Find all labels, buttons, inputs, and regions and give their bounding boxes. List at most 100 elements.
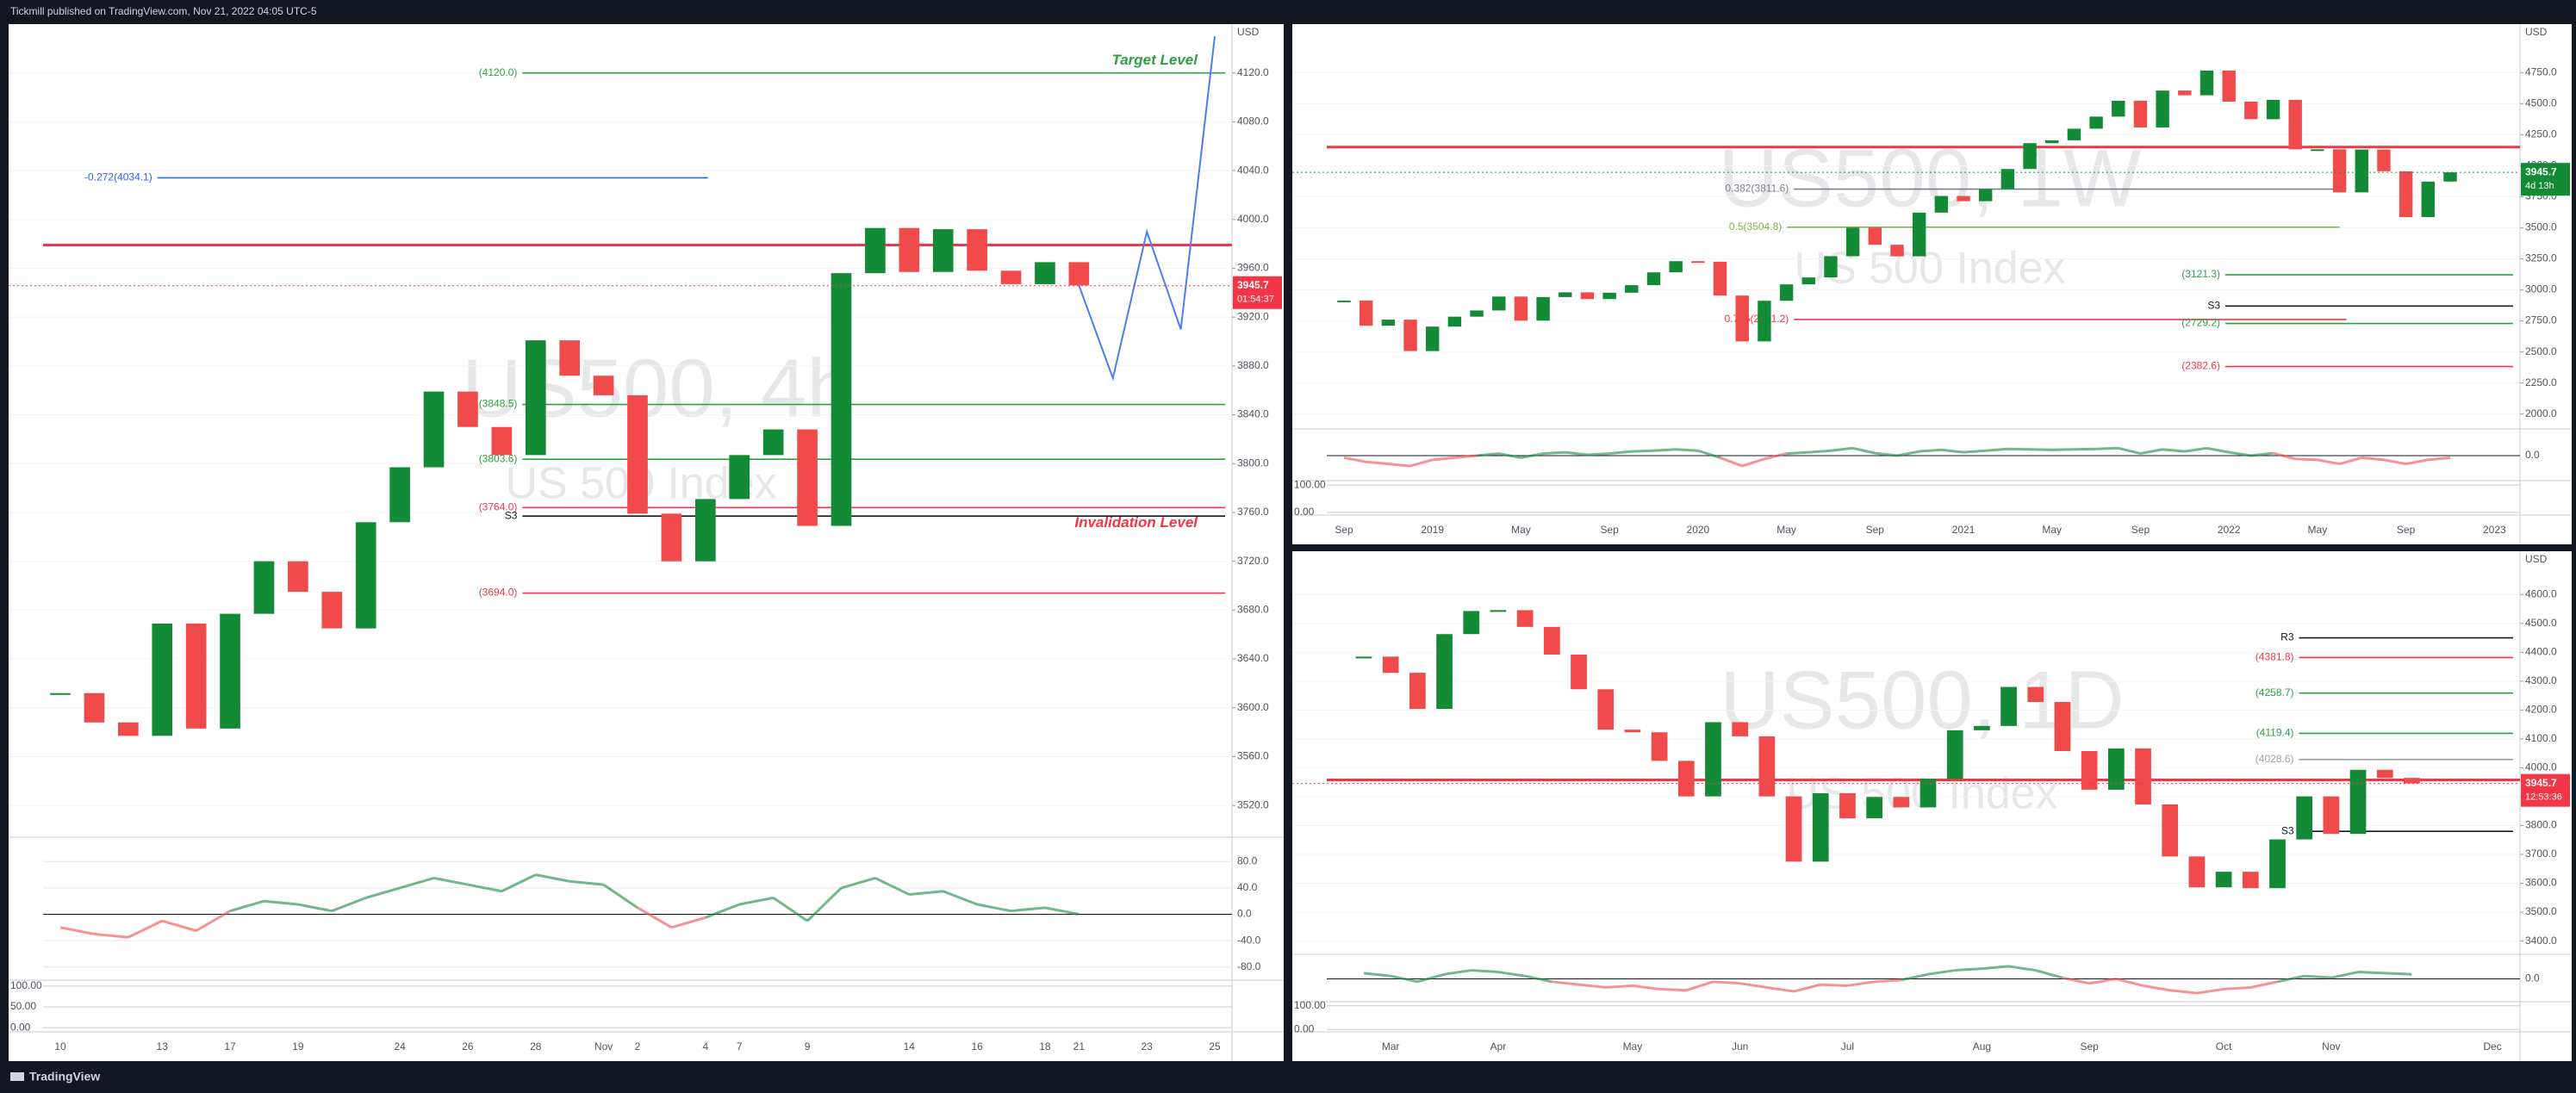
candle xyxy=(1625,285,1639,293)
osc-tick-label: 80.0 xyxy=(1237,854,1258,866)
currency-label: USD xyxy=(2525,553,2548,565)
y-tick-label: 3880.0 xyxy=(1237,359,1269,371)
x-tick-label: Sep xyxy=(1335,524,1353,536)
x-tick-label: Apr xyxy=(1490,1040,1507,1053)
level-label: (2382.6) xyxy=(2181,360,2220,372)
candle xyxy=(1868,227,1882,245)
osc-segment xyxy=(2088,978,2117,985)
y-tick-label: 4400.0 xyxy=(2525,646,2557,658)
candle xyxy=(2089,116,2103,129)
osc-segment xyxy=(2317,458,2340,466)
candle xyxy=(423,391,445,468)
y-tick-label: 4000.0 xyxy=(2525,761,2557,773)
osc-segment xyxy=(1409,458,1434,468)
osc-segment xyxy=(2096,446,2119,450)
candle xyxy=(2421,181,2435,218)
watermark-subtitle: US 500 Index xyxy=(1794,244,2065,294)
candle xyxy=(1978,189,1993,202)
level-label: 0.382(3811.6) xyxy=(1725,183,1789,195)
y-tick-label: 4080.0 xyxy=(1237,115,1269,127)
y-tick-label: 3680.0 xyxy=(1237,604,1269,616)
y-tick-label: 3760.0 xyxy=(1237,506,1269,518)
y-tick-label: 2500.0 xyxy=(2525,345,2557,357)
osc-segment xyxy=(1631,449,1654,453)
osc-segment xyxy=(1416,972,1445,984)
y-tick-label: 3500.0 xyxy=(2525,905,2557,917)
osc-segment xyxy=(909,890,943,897)
y-tick-label: 4200.0 xyxy=(2525,704,2557,716)
osc-segment xyxy=(1366,460,1389,466)
osc-segment xyxy=(1766,985,1795,993)
x-tick-label: 7 xyxy=(737,1040,743,1053)
candle xyxy=(2323,796,2340,835)
candle xyxy=(1957,196,1970,202)
osc-segment xyxy=(2357,971,2386,975)
osc-segment xyxy=(365,886,401,899)
publish-header: Tickmill published on TradingView.com, N… xyxy=(10,5,317,17)
osc-segment xyxy=(467,883,502,893)
candle xyxy=(1912,212,1926,257)
osc-segment xyxy=(841,876,876,890)
osc-segment xyxy=(2250,451,2274,457)
x-tick-label: 23 xyxy=(1141,1040,1153,1053)
osc-segment xyxy=(2428,456,2451,462)
candle xyxy=(2156,90,2169,127)
candle xyxy=(1359,300,1373,326)
osc-segment xyxy=(2277,974,2305,984)
osc-segment xyxy=(2008,965,2036,972)
osc-segment xyxy=(772,897,808,922)
osc-segment xyxy=(1565,450,1588,456)
candle xyxy=(2376,769,2393,779)
osc-segment xyxy=(1390,974,1418,984)
candle xyxy=(1355,656,1372,659)
x-tick-label: 16 xyxy=(971,1040,983,1053)
currency-label: USD xyxy=(1237,26,1260,38)
panel-background xyxy=(9,24,1284,1061)
osc-segment xyxy=(1498,452,1521,459)
x-tick-label: 25 xyxy=(1209,1040,1221,1053)
osc-tick-label: 0.0 xyxy=(1237,908,1252,920)
candle xyxy=(2027,686,2044,702)
candle xyxy=(84,692,105,723)
osc-segment xyxy=(2035,969,2063,979)
candle xyxy=(525,340,546,456)
stoch-tick-label: 50.00 xyxy=(10,1000,36,1012)
candle xyxy=(1514,296,1528,321)
x-tick-label: 2020 xyxy=(1687,524,1710,536)
osc-segment xyxy=(2118,446,2141,456)
candle xyxy=(797,429,818,526)
osc-segment xyxy=(1955,967,1982,972)
candle xyxy=(321,592,343,629)
osc-segment xyxy=(637,906,673,929)
osc-segment xyxy=(1685,980,1714,992)
candle xyxy=(1516,610,1534,627)
candle xyxy=(831,273,852,526)
x-tick-label: Nov xyxy=(2322,1040,2340,1053)
osc-segment xyxy=(1044,906,1080,916)
level-label: (4258.7) xyxy=(2256,686,2294,699)
osc-segment xyxy=(331,896,367,913)
candle xyxy=(1732,722,1749,736)
brand[interactable]: TradingView xyxy=(29,1070,100,1084)
osc-segment xyxy=(195,910,231,932)
candle xyxy=(1974,725,1990,730)
osc-segment xyxy=(1875,451,1898,457)
candle xyxy=(2200,70,2214,96)
osc-segment xyxy=(602,883,638,910)
x-tick-label: 18 xyxy=(1039,1040,1051,1053)
osc-segment xyxy=(943,890,978,906)
level-label: (4028.6) xyxy=(2256,753,2294,765)
candle xyxy=(1624,730,1641,733)
candle xyxy=(1543,626,1560,655)
candle xyxy=(253,561,275,614)
candle xyxy=(1035,262,1055,284)
osc-segment xyxy=(264,899,299,906)
y-tick-label: 4250.0 xyxy=(2525,127,2557,140)
level-label: 0.5(3504.8) xyxy=(1729,220,1782,233)
osc-segment xyxy=(2206,446,2230,454)
candle xyxy=(2311,149,2324,152)
candle xyxy=(1580,292,1595,300)
candle xyxy=(899,227,920,272)
osc-segment xyxy=(976,903,1011,913)
